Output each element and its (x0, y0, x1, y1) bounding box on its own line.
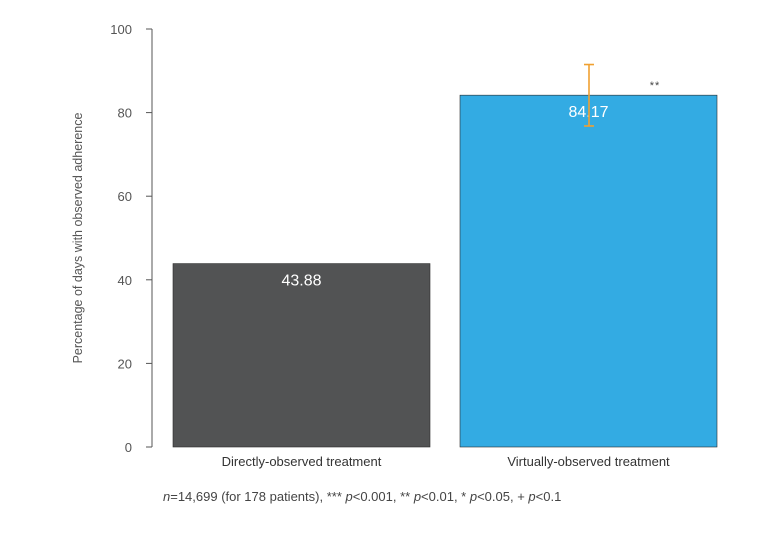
y-tick-label-3: 60 (118, 189, 132, 204)
footnote-text-5: <0.1 (535, 489, 562, 504)
bar-value-label-0: 43.88 (281, 273, 321, 290)
y-tick-label-4: 80 (118, 106, 132, 121)
bar-0 (172, 263, 431, 448)
y-tick-label-2: 40 (118, 273, 132, 288)
footnote-text-4: <0.05, + (477, 489, 529, 504)
y-tick-label-0: 0 (125, 440, 132, 455)
footnote-text-1: =14,699 (for 178 patients), *** (170, 489, 346, 504)
bar-1 (459, 94, 718, 448)
category-label-0: Directly-observed treatment (222, 454, 382, 469)
y-axis-label: Percentage of days with observed adheren… (71, 113, 85, 364)
footnote-p-2: p (413, 489, 422, 504)
significance-marker-1: ** (650, 80, 661, 92)
footnote-p-4: p (528, 489, 536, 504)
y-tick-label-5: 100 (110, 22, 132, 37)
y-tick-label-1: 20 (118, 356, 132, 371)
footnote-p-3: p (469, 489, 478, 504)
y-axis: 0 20 40 60 80 100 (110, 22, 153, 455)
footnote: n=14,699 (for 178 patients), *** p<0.001… (163, 489, 561, 504)
footnote-text-3: <0.01, * (421, 489, 470, 504)
footnote-p-1: p (345, 489, 353, 504)
category-label-1: Virtually-observed treatment (507, 454, 670, 469)
footnote-text-2: <0.001, ** (352, 489, 414, 504)
footnote-n: n (163, 489, 171, 504)
